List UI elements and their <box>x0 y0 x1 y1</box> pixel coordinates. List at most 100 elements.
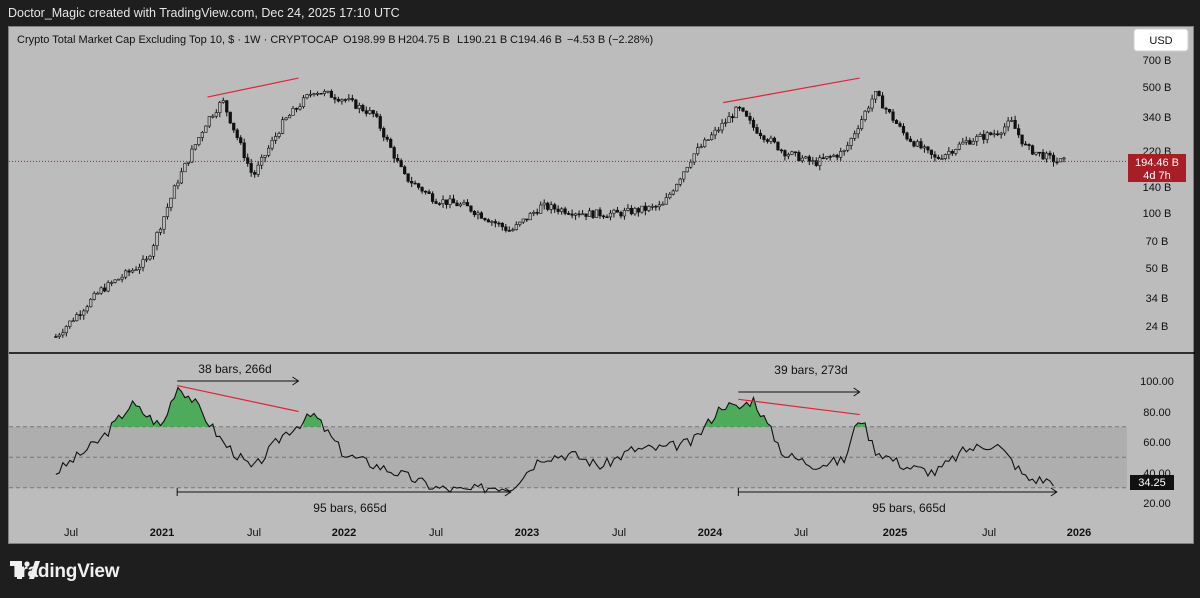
rsi-trendline <box>738 398 860 416</box>
candle-body <box>971 140 975 145</box>
candle-body <box>797 152 801 162</box>
candle-body <box>748 116 752 121</box>
candle-body <box>867 107 871 112</box>
candle-body <box>232 122 236 131</box>
tradingview-brand[interactable]: TradingView <box>10 561 120 583</box>
currency-button[interactable]: USD <box>1133 28 1189 52</box>
x-tick-label: 2025 <box>883 527 907 539</box>
candle-body <box>1017 128 1021 136</box>
chart-panel[interactable]: Crypto Total Market Cap Excluding Top 10… <box>8 26 1195 545</box>
candle-body <box>699 146 703 149</box>
candle-body <box>915 141 920 147</box>
candle-body <box>650 205 654 208</box>
candle-body <box>423 190 428 193</box>
candle-body <box>703 139 707 148</box>
candle-body <box>720 122 724 131</box>
candle-body <box>950 150 954 154</box>
candle-body <box>267 147 271 156</box>
candle-body <box>901 125 906 134</box>
candle-body <box>1010 119 1014 122</box>
measure-label-left-top[interactable]: 38 bars, 266d <box>198 362 271 376</box>
candle-body <box>518 221 522 225</box>
candle-body <box>141 259 145 268</box>
y-tick-label: 500 B <box>1143 82 1172 94</box>
candle-body <box>521 218 525 223</box>
candle-body <box>1027 144 1031 146</box>
measure-label-right-top[interactable]: 39 bars, 273d <box>774 363 847 377</box>
candle-body <box>661 203 665 206</box>
candle-body <box>668 193 672 198</box>
candle-body <box>113 279 117 283</box>
x-tick-label: Jul <box>429 527 443 539</box>
candle-body <box>246 157 250 164</box>
candle-body <box>256 164 260 175</box>
candle-body <box>710 134 714 140</box>
candle-body <box>294 108 299 110</box>
candle-body <box>828 156 832 158</box>
candle-body <box>741 107 745 112</box>
candle-body <box>301 97 306 108</box>
candle-body <box>825 156 829 159</box>
candle-body <box>124 270 128 278</box>
legend-title: Crypto Total Market Cap Excluding Top 10… <box>17 34 338 46</box>
candle-body <box>1044 152 1049 160</box>
candle-body <box>846 145 850 151</box>
candle-body <box>730 116 735 119</box>
candle-body <box>619 212 623 217</box>
candle-body <box>692 153 696 163</box>
candle-body <box>155 232 159 246</box>
price-axis[interactable]: 700 B 500 B 340 B 220 B 140 B 100 B 70 B… <box>1143 55 1172 333</box>
candle-body <box>78 314 82 316</box>
candle-body <box>755 127 759 134</box>
candle-body <box>333 97 337 100</box>
candle-body <box>1051 154 1056 163</box>
candle-body <box>947 150 951 155</box>
candle-body <box>786 154 790 157</box>
candle-body <box>476 212 480 216</box>
candle-body <box>807 156 811 162</box>
candle-body <box>811 160 815 162</box>
y-tick-label: 100 B <box>1143 208 1172 220</box>
candle-body <box>737 106 742 109</box>
candle-body <box>1048 152 1052 156</box>
candle-body <box>664 197 668 205</box>
x-tick-label: 2026 <box>1067 527 1091 539</box>
candle-body <box>640 205 644 213</box>
candle-body <box>211 115 215 118</box>
measure-label-right-bottom[interactable]: 95 bars, 665d <box>872 501 945 515</box>
candle-body <box>204 125 208 133</box>
candle-body <box>860 119 864 130</box>
candle-body <box>354 99 358 109</box>
candle-body <box>880 95 885 109</box>
candle-body <box>179 171 184 184</box>
rsi-overbought-fill <box>704 397 771 427</box>
candle-body <box>134 269 138 272</box>
currency-label: USD <box>1149 35 1172 47</box>
candle-body <box>605 216 609 219</box>
time-axis[interactable]: Jul 2021 Jul 2022 Jul 2023 Jul 2024 Jul … <box>64 527 1091 539</box>
candle-body <box>197 137 201 145</box>
candle-body <box>504 226 508 231</box>
rsi-overbought-fill <box>111 387 213 427</box>
rsi-tick-label: 20.00 <box>1143 498 1171 510</box>
candle-body <box>225 100 229 113</box>
chart-svg[interactable]: Crypto Total Market Cap Excluding Top 10… <box>9 27 1195 545</box>
candle-body <box>497 222 501 225</box>
candle-body <box>1020 134 1024 145</box>
candle-body <box>85 306 89 312</box>
candle-body <box>922 146 927 149</box>
candle-body <box>417 183 421 188</box>
candle-body <box>117 278 121 281</box>
measure-label-left-bottom[interactable]: 95 bars, 665d <box>313 501 386 515</box>
rsi-axis[interactable]: 100.00 80.00 60.00 40.00 20.00 <box>1140 376 1174 510</box>
candle-body <box>399 160 403 168</box>
candle-body <box>996 133 1000 136</box>
candle-body <box>769 137 773 142</box>
candle-body <box>626 207 630 211</box>
candle-body <box>270 140 274 149</box>
candle-body <box>162 216 166 230</box>
x-tick-label: 2023 <box>515 527 539 539</box>
candle-body <box>525 218 529 221</box>
x-tick-label: Jul <box>794 527 808 539</box>
x-tick-label: 2024 <box>698 527 723 539</box>
